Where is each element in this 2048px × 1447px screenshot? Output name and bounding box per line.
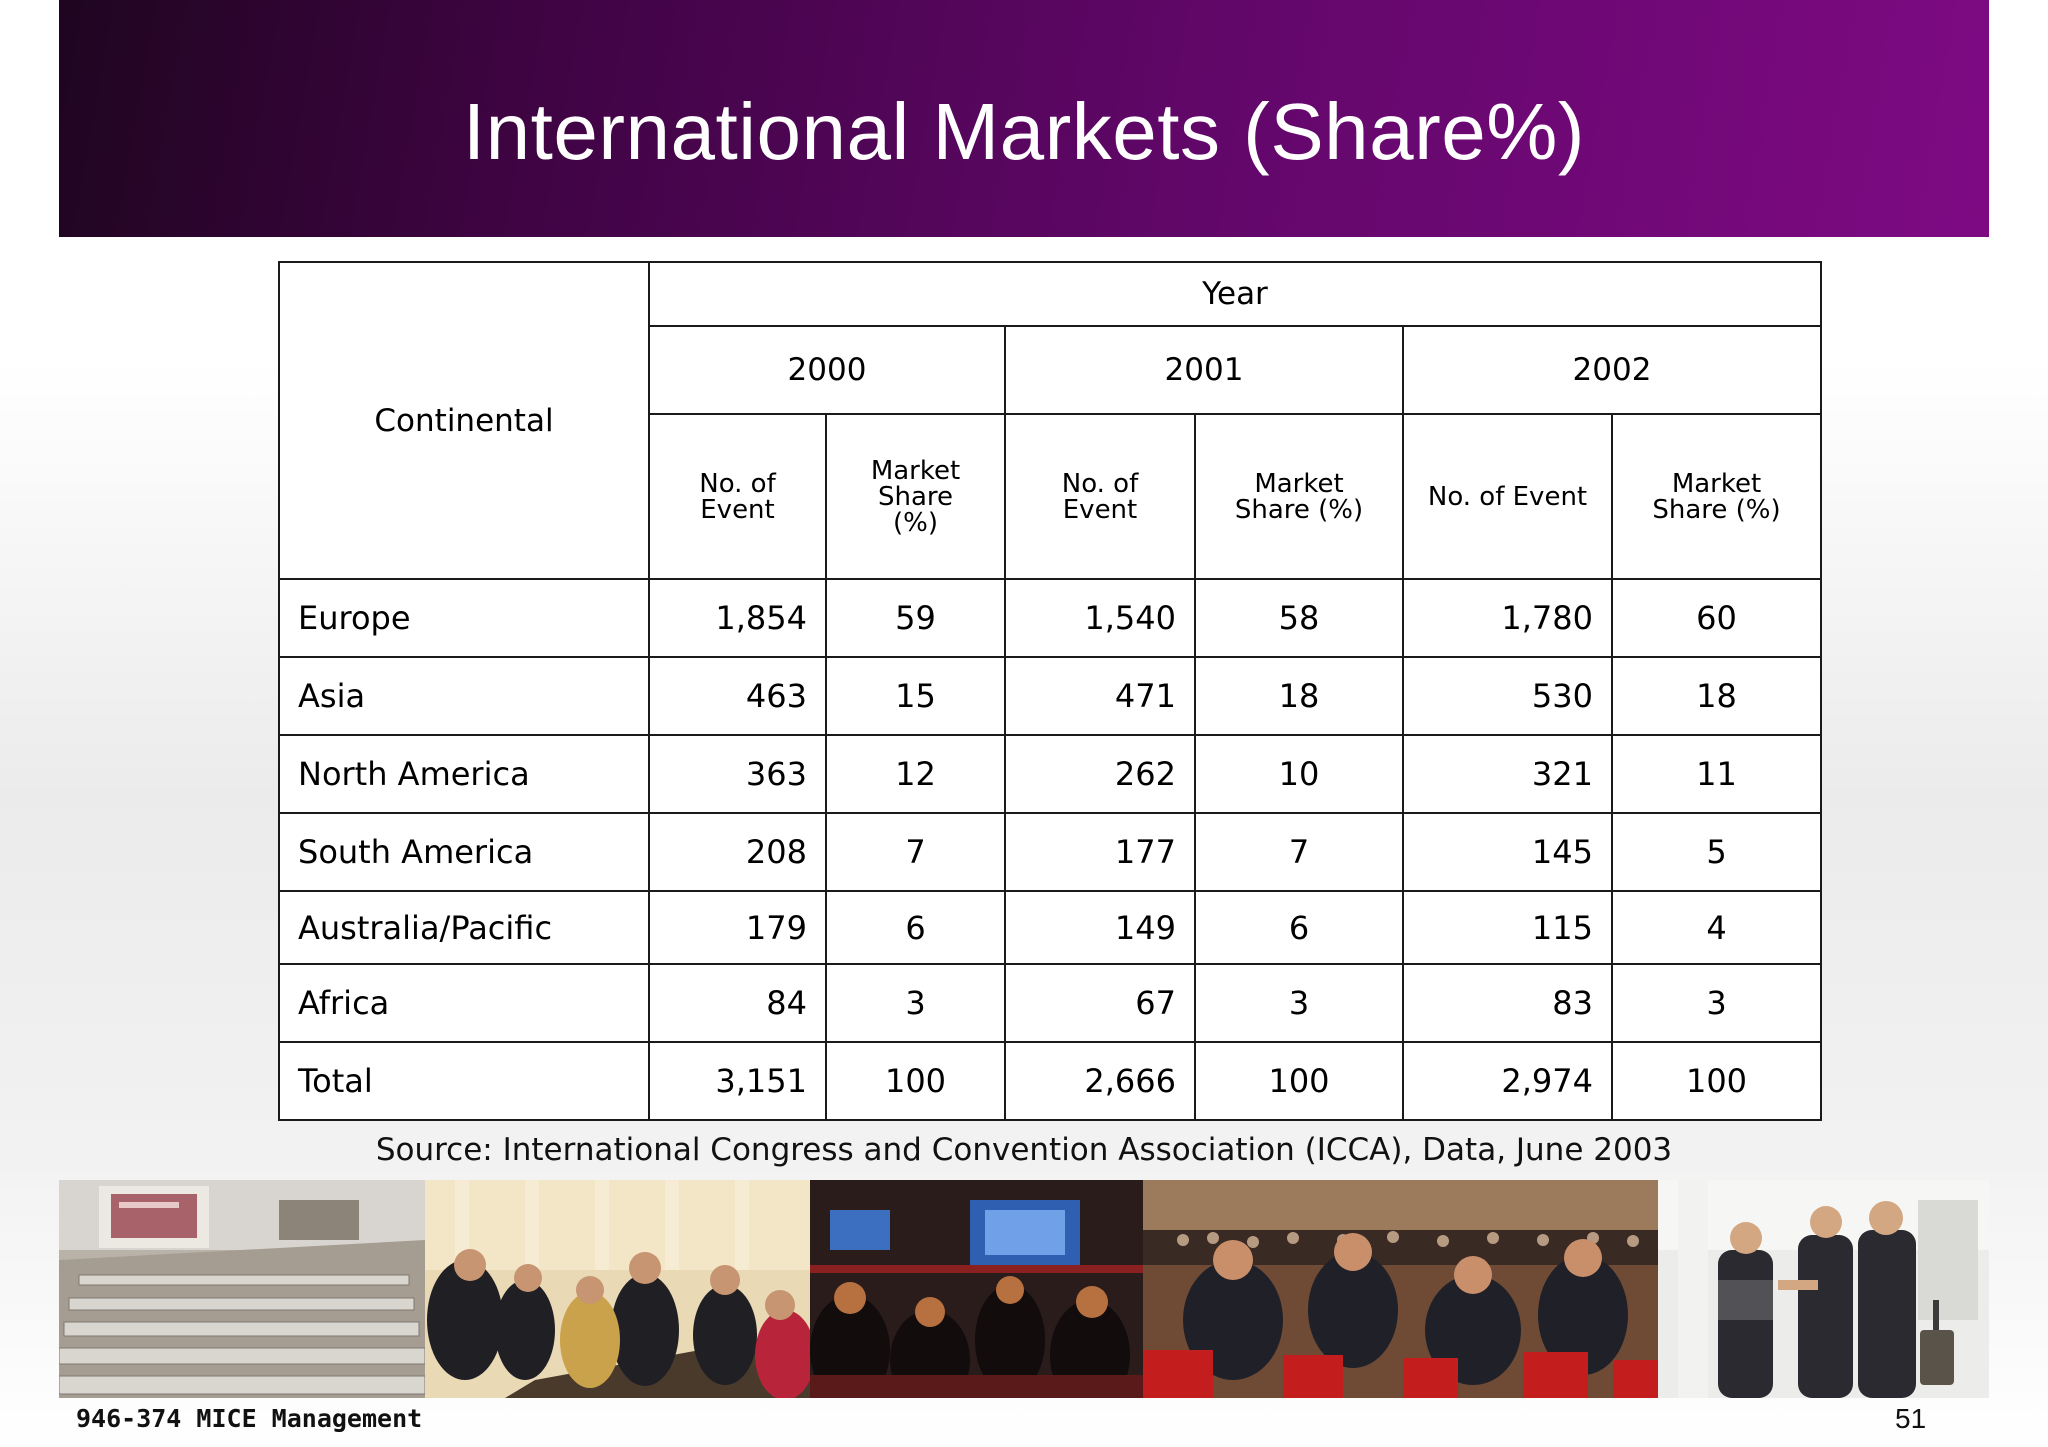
events-2002-cell: 2,974 xyxy=(1402,1041,1613,1121)
row-continent: Total xyxy=(278,1041,650,1121)
events-2000-cell: 208 xyxy=(648,812,827,892)
share-2001-cell: 3 xyxy=(1194,963,1404,1043)
share-2000-cell: 3 xyxy=(825,963,1006,1043)
share-2000-cell: 12 xyxy=(825,734,1006,814)
events-2001-cell: 177 xyxy=(1004,812,1196,892)
events-2000-cell: 3,151 xyxy=(648,1041,827,1121)
events-2000-cell: 463 xyxy=(648,656,827,736)
year-2000-header: 2000 xyxy=(648,325,1006,415)
events-2002-header: No. of Event xyxy=(1402,413,1613,580)
share-2002-label: Market Share (%) xyxy=(1652,468,1781,525)
share-2001-label: Market Share (%) xyxy=(1234,468,1364,525)
share-2001-cell: 7 xyxy=(1194,812,1404,892)
conference-audience-photo xyxy=(810,1180,1143,1398)
year-header: Year xyxy=(648,261,1822,327)
share-2000-cell: 7 xyxy=(825,812,1006,892)
events-2002-cell: 321 xyxy=(1402,734,1613,814)
table-row: Asia 463 15 471 18 530 18 xyxy=(278,656,1822,736)
events-2002-cell: 1,780 xyxy=(1402,578,1613,658)
share-2002-cell: 5 xyxy=(1611,812,1822,892)
handshake-photo xyxy=(1658,1180,1989,1398)
share-2000-label: Market Share (%) xyxy=(870,455,961,538)
table-row: South America 208 7 177 7 145 5 xyxy=(278,812,1822,892)
page-number: 51 xyxy=(1895,1403,1927,1434)
row-continent: Australia/Pacific xyxy=(278,890,650,965)
row-continent: Asia xyxy=(278,656,650,736)
events-2000-cell: 179 xyxy=(648,890,827,965)
year-2002-header: 2002 xyxy=(1402,325,1822,415)
auditorium-photo xyxy=(59,1180,425,1398)
share-2001-cell: 58 xyxy=(1194,578,1404,658)
events-2001-header: No. of Event xyxy=(1004,413,1196,580)
table-row: Africa 84 3 67 3 83 3 xyxy=(278,963,1822,1043)
events-2001-cell: 471 xyxy=(1004,656,1196,736)
events-2000-label: No. of Event xyxy=(699,468,776,525)
table-row: Australia/Pacific 179 6 149 6 115 4 xyxy=(278,890,1822,965)
row-continent: North America xyxy=(278,734,650,814)
events-2001-cell: 2,666 xyxy=(1004,1041,1196,1121)
table-row: North America 363 12 262 10 321 11 xyxy=(278,734,1822,814)
events-2000-header: No. of Event xyxy=(648,413,827,580)
events-2000-cell: 84 xyxy=(648,963,827,1043)
share-2000-cell: 59 xyxy=(825,578,1006,658)
title-banner: International Markets (Share%) xyxy=(59,0,1989,237)
share-2001-cell: 18 xyxy=(1194,656,1404,736)
row-continent: Europe xyxy=(278,578,650,658)
source-note: Source: International Congress and Conve… xyxy=(375,1132,1673,1168)
events-2001-cell: 1,540 xyxy=(1004,578,1196,658)
slide-title: International Markets (Share%) xyxy=(462,87,1586,176)
share-2002-header: Market Share (%) xyxy=(1611,413,1822,580)
course-label: 946-374 MICE Management xyxy=(76,1404,423,1433)
events-2000-cell: 1,854 xyxy=(648,578,827,658)
share-2001-cell: 100 xyxy=(1194,1041,1404,1121)
row-continent: South America xyxy=(278,812,650,892)
events-2001-cell: 67 xyxy=(1004,963,1196,1043)
share-2002-cell: 100 xyxy=(1611,1041,1822,1121)
share-2002-cell: 18 xyxy=(1611,656,1822,736)
continental-header: Continental xyxy=(278,261,650,580)
events-2001-cell: 262 xyxy=(1004,734,1196,814)
events-2002-label: No. of Event xyxy=(1427,481,1588,512)
share-2002-cell: 11 xyxy=(1611,734,1822,814)
row-continent: Africa xyxy=(278,963,650,1043)
events-2002-cell: 83 xyxy=(1402,963,1613,1043)
share-2001-cell: 6 xyxy=(1194,890,1404,965)
share-2000-cell: 15 xyxy=(825,656,1006,736)
events-2001-cell: 149 xyxy=(1004,890,1196,965)
photo-strip xyxy=(59,1180,1989,1398)
crowded-hall-photo xyxy=(1143,1180,1658,1398)
events-2002-cell: 530 xyxy=(1402,656,1613,736)
events-2001-label: No. of Event xyxy=(1061,468,1139,525)
share-2001-cell: 10 xyxy=(1194,734,1404,814)
share-2002-cell: 3 xyxy=(1611,963,1822,1043)
markets-table: Continental Year 2000 2001 2002 No. of E… xyxy=(278,261,1822,1121)
events-2000-cell: 363 xyxy=(648,734,827,814)
share-2000-header: Market Share (%) xyxy=(825,413,1006,580)
events-2002-cell: 115 xyxy=(1402,890,1613,965)
share-2000-cell: 100 xyxy=(825,1041,1006,1121)
table-row: Europe 1,854 59 1,540 58 1,780 60 xyxy=(278,578,1822,658)
meeting-table-photo xyxy=(425,1180,810,1398)
share-2001-header: Market Share (%) xyxy=(1194,413,1404,580)
share-2002-cell: 4 xyxy=(1611,890,1822,965)
share-2002-cell: 60 xyxy=(1611,578,1822,658)
share-2000-cell: 6 xyxy=(825,890,1006,965)
year-2001-header: 2001 xyxy=(1004,325,1404,415)
events-2002-cell: 145 xyxy=(1402,812,1613,892)
total-row: Total 3,151 100 2,666 100 2,974 100 xyxy=(278,1041,1822,1121)
